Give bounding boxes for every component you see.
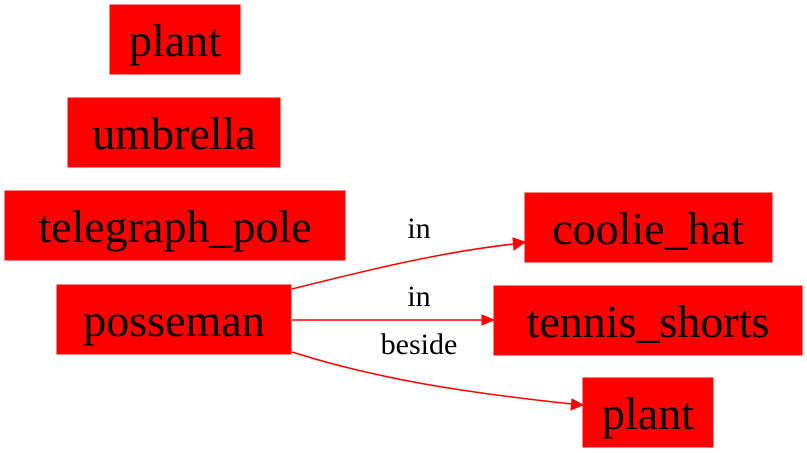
node-label: posseman <box>83 295 264 346</box>
node-label: tennis_shorts <box>527 296 770 347</box>
node-label: telegraph_pole <box>38 201 311 252</box>
node-label: plant <box>602 388 694 439</box>
edge-posseman-tennis-shorts[interactable] <box>292 314 496 326</box>
node-label: plant <box>129 15 221 66</box>
node-plant-top[interactable]: plant <box>109 4 241 75</box>
edge-label-beside: beside <box>381 328 458 361</box>
edge-posseman-coolie-hat[interactable] <box>291 237 527 290</box>
edge-label-in-1: in <box>407 212 430 245</box>
node-coolie-hat[interactable]: coolie_hat <box>524 192 773 263</box>
node-umbrella[interactable]: umbrella <box>67 97 281 168</box>
edge-label-in-2: in <box>407 280 430 313</box>
node-label: coolie_hat <box>552 203 744 254</box>
node-telegraph-pole[interactable]: telegraph_pole <box>4 190 346 261</box>
node-plant-bottom[interactable]: plant <box>582 377 714 448</box>
node-tennis-shorts[interactable]: tennis_shorts <box>493 285 803 356</box>
node-label: umbrella <box>92 108 256 159</box>
edge-posseman-plant-bottom[interactable] <box>291 351 585 411</box>
node-posseman[interactable]: posseman <box>56 284 292 355</box>
